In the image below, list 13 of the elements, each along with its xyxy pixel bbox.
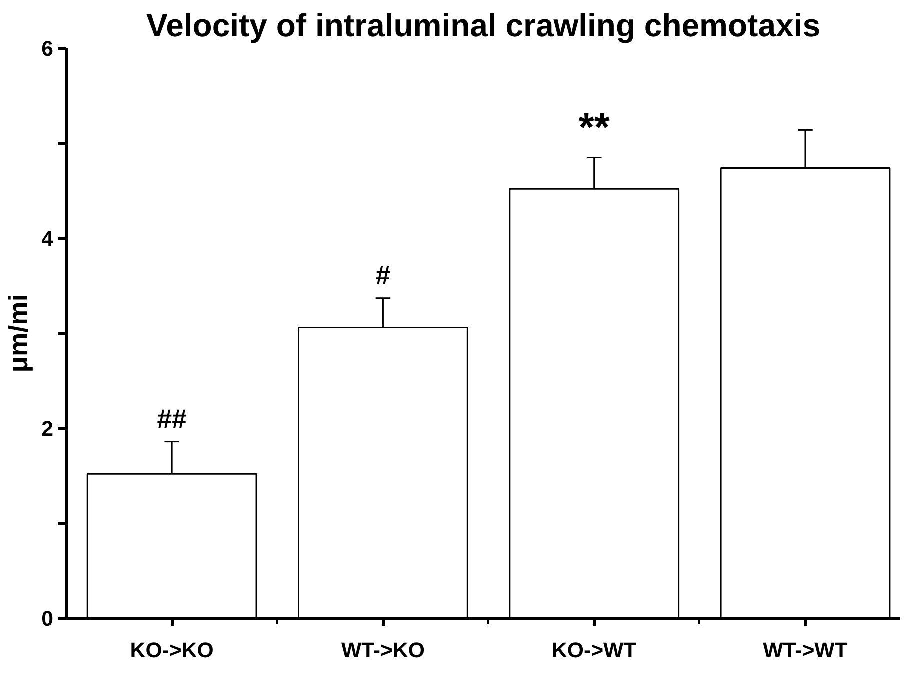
y-tick-label: 2 — [42, 417, 54, 441]
x-tick-label: WT->KO — [341, 638, 425, 662]
chart-title: Velocity of intraluminal crawling chemotaxis — [146, 8, 820, 44]
y-axis-title: μm/mi — [4, 294, 34, 373]
y-tick-label: 4 — [42, 227, 54, 251]
x-tick-label: KO->WT — [552, 638, 637, 662]
y-tick-label: 6 — [42, 37, 54, 61]
annotation: ** — [578, 106, 610, 150]
x-tick-label: KO->KO — [130, 638, 214, 662]
x-tick-label: WT->WT — [763, 638, 848, 662]
annotation: ## — [157, 404, 188, 434]
annotation: # — [376, 260, 391, 290]
y-tick-label: 0 — [42, 607, 54, 631]
